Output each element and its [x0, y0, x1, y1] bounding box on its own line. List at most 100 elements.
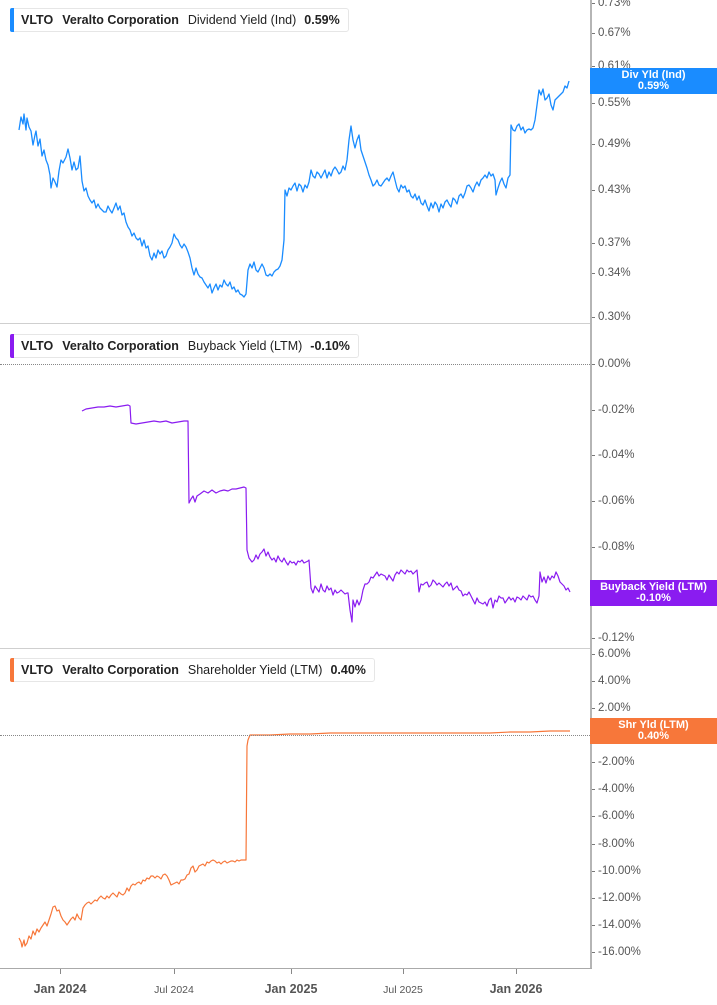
shareholder-yield-legend[interactable]: VLTO Veralto Corporation Shareholder Yie…	[10, 658, 375, 682]
y-tick-mark	[592, 789, 595, 790]
y-tick-mark	[592, 273, 595, 274]
x-tick-label: Jan 2026	[489, 982, 543, 996]
y-tick-label: 0.67%	[598, 27, 631, 39]
y-tick-label: 0.43%	[598, 184, 631, 196]
legend-value: 0.40%	[330, 663, 366, 677]
legend-color-bar	[10, 658, 14, 682]
dividend-yield-line	[18, 80, 570, 298]
y-tick-mark	[592, 925, 595, 926]
y-tick-label: 0.37%	[598, 237, 631, 249]
legend-value: -0.10%	[310, 339, 350, 353]
legend-company: Veralto Corporation	[62, 339, 179, 353]
y-tick-mark	[592, 708, 595, 709]
chart-plot-area	[18, 80, 571, 948]
legend-color-bar	[10, 334, 14, 358]
flag-label: Buyback Yield (LTM)	[600, 581, 707, 593]
y-tick-label: 2.00%	[598, 702, 631, 714]
y-tick-label: 0.30%	[598, 311, 631, 323]
y-tick-label: -0.02%	[598, 404, 635, 416]
panel-separator	[0, 648, 590, 649]
shareholder-yield-panel: VLTO Veralto Corporation Shareholder Yie…	[0, 649, 590, 969]
y-tick-label: -14.00%	[598, 919, 641, 931]
y-tick-mark	[592, 410, 595, 411]
y-tick-mark	[592, 871, 595, 872]
y-tick-mark	[592, 816, 595, 817]
legend-ticker: VLTO	[21, 339, 54, 353]
flag-value: 0.40%	[637, 730, 670, 742]
legend-ticker: VLTO	[21, 13, 54, 27]
buyback-zero-line	[0, 364, 590, 365]
y-tick-label: -16.00%	[598, 946, 641, 958]
y-tick-mark	[592, 66, 595, 67]
y-tick-mark	[592, 33, 595, 34]
y-tick-mark	[592, 144, 595, 145]
y-tick-mark	[592, 317, 595, 318]
legend-value: 0.59%	[304, 13, 340, 27]
y-tick-label: -8.00%	[598, 838, 635, 850]
y-tick-label: 4.00%	[598, 675, 631, 687]
x-tick-mark	[60, 969, 61, 974]
x-axis-line	[0, 968, 592, 969]
buyback-yield-line	[81, 404, 571, 623]
y-tick-label: 0.00%	[598, 358, 631, 370]
x-tick-mark	[174, 969, 175, 974]
y-tick-mark	[592, 103, 595, 104]
y-tick-mark	[592, 243, 595, 244]
legend-metric: Buyback Yield (LTM)	[187, 339, 303, 353]
y-tick-mark	[592, 364, 595, 365]
y-tick-mark	[592, 455, 595, 456]
y-axis-line	[590, 0, 592, 969]
legend-metric: Shareholder Yield (LTM)	[187, 663, 323, 677]
y-tick-label: -0.08%	[598, 541, 635, 553]
legend-ticker: VLTO	[21, 663, 54, 677]
flag-value: -0.10%	[636, 592, 671, 604]
buyback-yield-flag: Buyback Yield (LTM) -0.10%	[590, 580, 717, 606]
legend-metric: Dividend Yield (Ind)	[187, 13, 297, 27]
legend-color-bar	[10, 8, 14, 32]
y-tick-mark	[592, 3, 595, 4]
y-tick-mark	[592, 638, 595, 639]
y-tick-mark	[592, 681, 595, 682]
x-tick-label: Jul 2024	[154, 984, 194, 996]
y-tick-mark	[592, 654, 595, 655]
buyback-yield-panel: VLTO Veralto Corporation Buyback Yield (…	[0, 324, 590, 648]
y-tick-label: 0.73%	[598, 0, 631, 9]
y-tick-label: 0.55%	[598, 97, 631, 109]
flag-label: Div Yld (Ind)	[621, 69, 686, 81]
x-tick-label: Jan 2025	[264, 982, 318, 996]
y-tick-label: -0.12%	[598, 632, 635, 644]
y-tick-mark	[592, 898, 595, 899]
y-tick-mark	[592, 952, 595, 953]
y-tick-label: -6.00%	[598, 810, 635, 822]
x-tick-label: Jul 2025	[383, 984, 423, 996]
flag-label: Shr Yld (LTM)	[618, 719, 689, 731]
y-tick-label: -0.04%	[598, 449, 635, 461]
legend-company: Veralto Corporation	[62, 663, 179, 677]
x-tick-mark	[291, 969, 292, 974]
y-tick-mark	[592, 501, 595, 502]
y-tick-mark	[592, 190, 595, 191]
dividend-yield-flag: Div Yld (Ind) 0.59%	[590, 68, 717, 94]
y-tick-label: 0.34%	[598, 267, 631, 279]
y-tick-label: -10.00%	[598, 865, 641, 877]
y-tick-label: 6.00%	[598, 648, 631, 660]
dividend-yield-panel: VLTO Veralto Corporation Dividend Yield …	[0, 0, 590, 323]
y-tick-label: -0.06%	[598, 495, 635, 507]
x-tick-label: Jan 2024	[33, 982, 87, 996]
y-tick-mark	[592, 844, 595, 845]
y-tick-label: 0.49%	[598, 138, 631, 150]
y-tick-label: -12.00%	[598, 892, 641, 904]
buyback-yield-legend[interactable]: VLTO Veralto Corporation Buyback Yield (…	[10, 334, 359, 358]
y-tick-mark	[592, 547, 595, 548]
panel-separator	[0, 323, 590, 324]
shareholder-zero-line	[0, 735, 590, 736]
dividend-yield-legend[interactable]: VLTO Veralto Corporation Dividend Yield …	[10, 8, 349, 32]
y-tick-label: -4.00%	[598, 783, 635, 795]
x-tick-mark	[516, 969, 517, 974]
legend-company: Veralto Corporation	[62, 13, 179, 27]
x-tick-mark	[403, 969, 404, 974]
y-tick-mark	[592, 762, 595, 763]
y-tick-label: -2.00%	[598, 756, 635, 768]
flag-value: 0.59%	[637, 80, 670, 92]
shareholder-yield-line	[18, 730, 570, 948]
